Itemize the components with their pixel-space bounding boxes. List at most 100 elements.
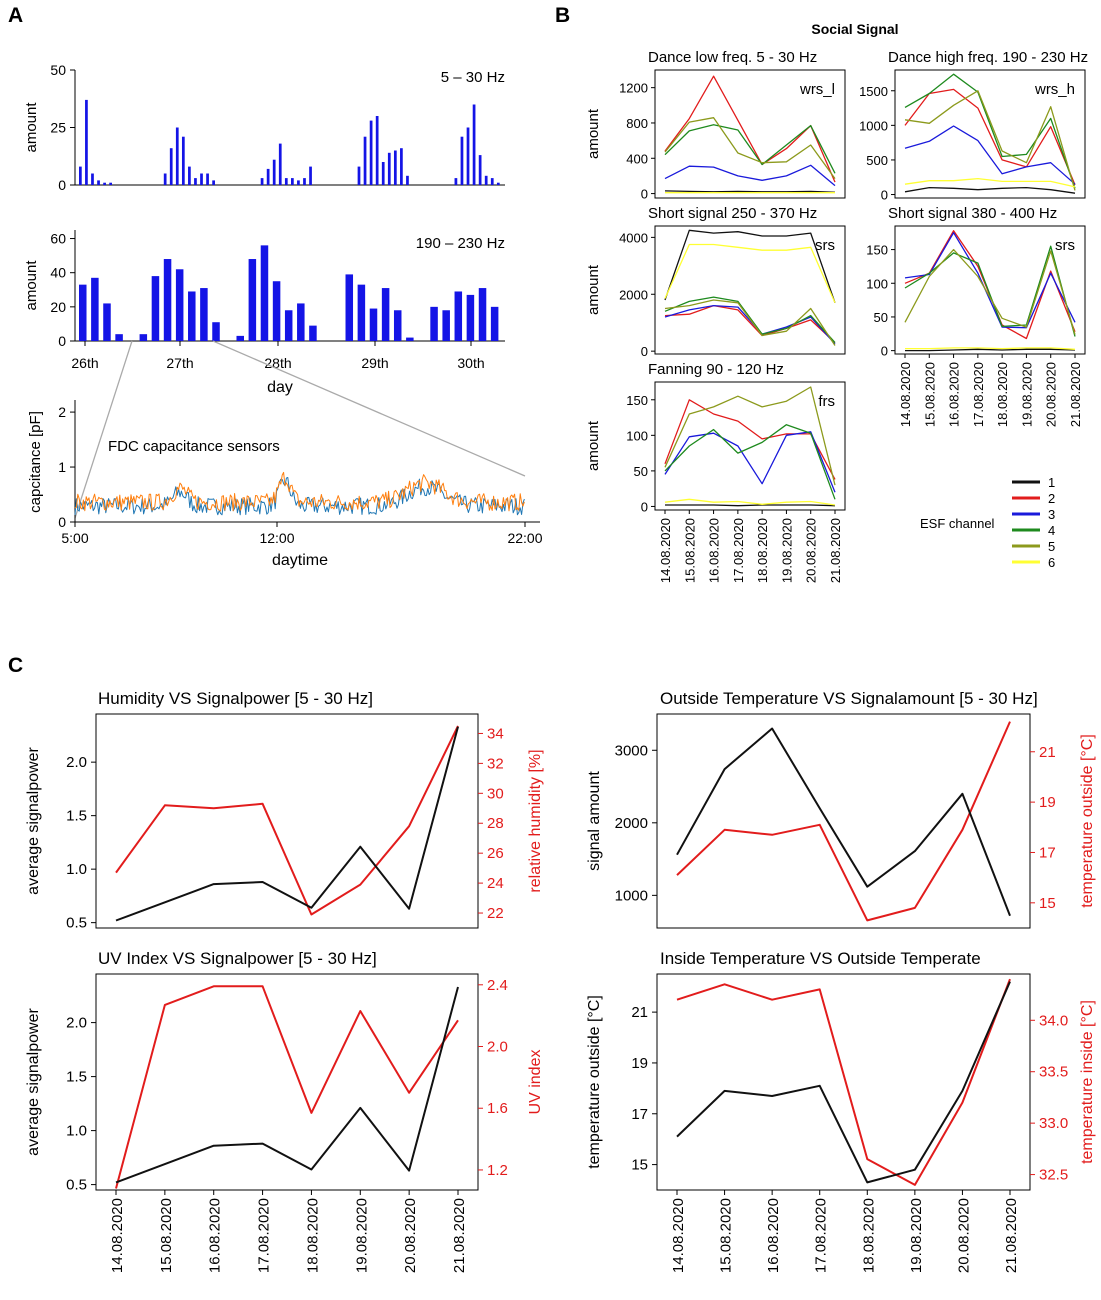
zoom-guide-line: [212, 340, 526, 477]
subplot-frame: [654, 69, 846, 199]
bar: [309, 166, 312, 185]
x-tick-label: 20.08.2020: [955, 1198, 972, 1273]
bar: [103, 182, 106, 185]
subplot-title: Inside Temperature VS Outside Temperate: [660, 949, 981, 968]
bar: [472, 104, 476, 185]
bar: [284, 310, 293, 341]
series-line-channel-2: [664, 304, 836, 344]
bar: [466, 294, 475, 341]
bar: [297, 180, 300, 185]
bar: [103, 303, 111, 341]
y-tick-label: 800: [626, 116, 648, 131]
y-right-tick-label: 34.0: [1039, 1012, 1068, 1029]
bar: [369, 120, 373, 185]
y-right-tick-label: 15: [1039, 895, 1056, 912]
legend-label: 3: [1048, 507, 1055, 522]
bar: [272, 159, 276, 185]
y-tick-label: 20: [50, 299, 66, 315]
y-right-tick-label: 17: [1039, 844, 1056, 861]
y-right-tick-label: 34: [487, 725, 504, 742]
bar: [490, 178, 494, 185]
subplot-title: Short signal 380 - 400 Hz: [888, 205, 1057, 222]
x-tick-label: 15.08.2020: [158, 1198, 175, 1273]
y-right-axis-label: temperature inside [°C]: [1079, 1000, 1096, 1164]
x-tick-label: 19.08.2020: [779, 518, 794, 583]
left-axis-series-line: [115, 726, 459, 922]
bar: [200, 288, 208, 341]
bar: [97, 180, 100, 185]
subplot-tag: wrs_l: [799, 81, 835, 98]
legend-label: 1: [1048, 475, 1055, 490]
panel-label-b: B: [555, 4, 570, 27]
bar: [188, 291, 196, 341]
y-tick-label: 19: [631, 1055, 648, 1072]
right-axis-series-line: [115, 985, 459, 1189]
y-axis-label: amount: [23, 102, 40, 153]
y-tick-label: 0: [58, 177, 66, 193]
y-right-tick-label: 26: [487, 845, 504, 862]
bar: [272, 281, 281, 341]
bar: [115, 334, 123, 341]
subplot-frame: [656, 713, 1031, 929]
bar: [236, 335, 244, 341]
series-line-channel-3: [664, 431, 836, 493]
series-line-channel-1: [664, 190, 836, 193]
bar: [79, 166, 82, 185]
subplot-frame: [95, 713, 479, 929]
series-line-channel-5: [664, 386, 836, 486]
subplot-title: Short signal 250 - 370 Hz: [648, 205, 817, 222]
bar: [181, 136, 185, 185]
subplot-title: Dance low freq. 5 - 30 Hz: [648, 49, 817, 66]
subplot-tag: frs: [818, 393, 835, 410]
x-axis-label: daytime: [272, 552, 328, 569]
x-tick-label: 12:00: [259, 530, 294, 546]
bar: [400, 148, 403, 185]
x-tick-label: 17.08.2020: [731, 518, 746, 583]
y-tick-label: 4000: [619, 230, 648, 245]
series-line-channel-1: [665, 504, 836, 507]
bar: [406, 337, 414, 341]
left-axis-series-line: [676, 727, 1011, 917]
bar: [303, 178, 306, 185]
y-tick-label: 1.5: [66, 808, 87, 825]
series-line-channel-4: [664, 296, 836, 344]
x-tick-label: 26th: [71, 355, 98, 371]
subplot-title: Outside Temperature VS Signalamount [5 -…: [660, 689, 1038, 708]
y-right-tick-label: 1.6: [487, 1100, 508, 1117]
chart-title: Social Signal: [811, 21, 898, 37]
bar: [375, 116, 379, 185]
y-tick-label: 1000: [615, 887, 648, 904]
bar: [442, 310, 450, 341]
bar: [406, 175, 409, 185]
y-tick-label: 1200: [619, 81, 648, 96]
bar: [381, 162, 385, 185]
x-tick-label: 14.08.2020: [670, 1198, 687, 1273]
series-line-channel-3: [664, 304, 836, 345]
series-line-channel-6: [904, 177, 1076, 188]
y-tick-label: 150: [626, 393, 648, 408]
x-tick-label: 17.08.2020: [971, 362, 986, 427]
x-tick-label: 22:00: [507, 530, 542, 546]
y-tick-label: 1000: [859, 118, 888, 133]
bar: [163, 259, 172, 341]
panel-label-c: C: [8, 654, 23, 677]
subplot-tag: srs: [815, 237, 835, 254]
bar: [212, 322, 220, 341]
bar: [194, 178, 197, 185]
y-tick-label: 15: [631, 1157, 648, 1174]
legend-label: 2: [1048, 491, 1055, 506]
x-tick-label: 20.08.2020: [402, 1198, 419, 1273]
y-tick-label: 0: [641, 344, 648, 359]
bar: [430, 306, 438, 341]
bar: [387, 152, 391, 185]
y-tick-label: 1500: [859, 84, 888, 99]
y-tick-label: 21: [631, 1004, 648, 1021]
bar: [85, 99, 88, 185]
x-tick-label: 17.08.2020: [256, 1198, 273, 1273]
y-axis-label: amount: [585, 264, 602, 315]
y-right-tick-label: 2.0: [487, 1039, 508, 1056]
y-right-tick-label: 2.4: [487, 977, 508, 994]
bar: [478, 155, 482, 185]
series-line-channel-1: [904, 186, 1076, 194]
bar: [139, 334, 148, 341]
